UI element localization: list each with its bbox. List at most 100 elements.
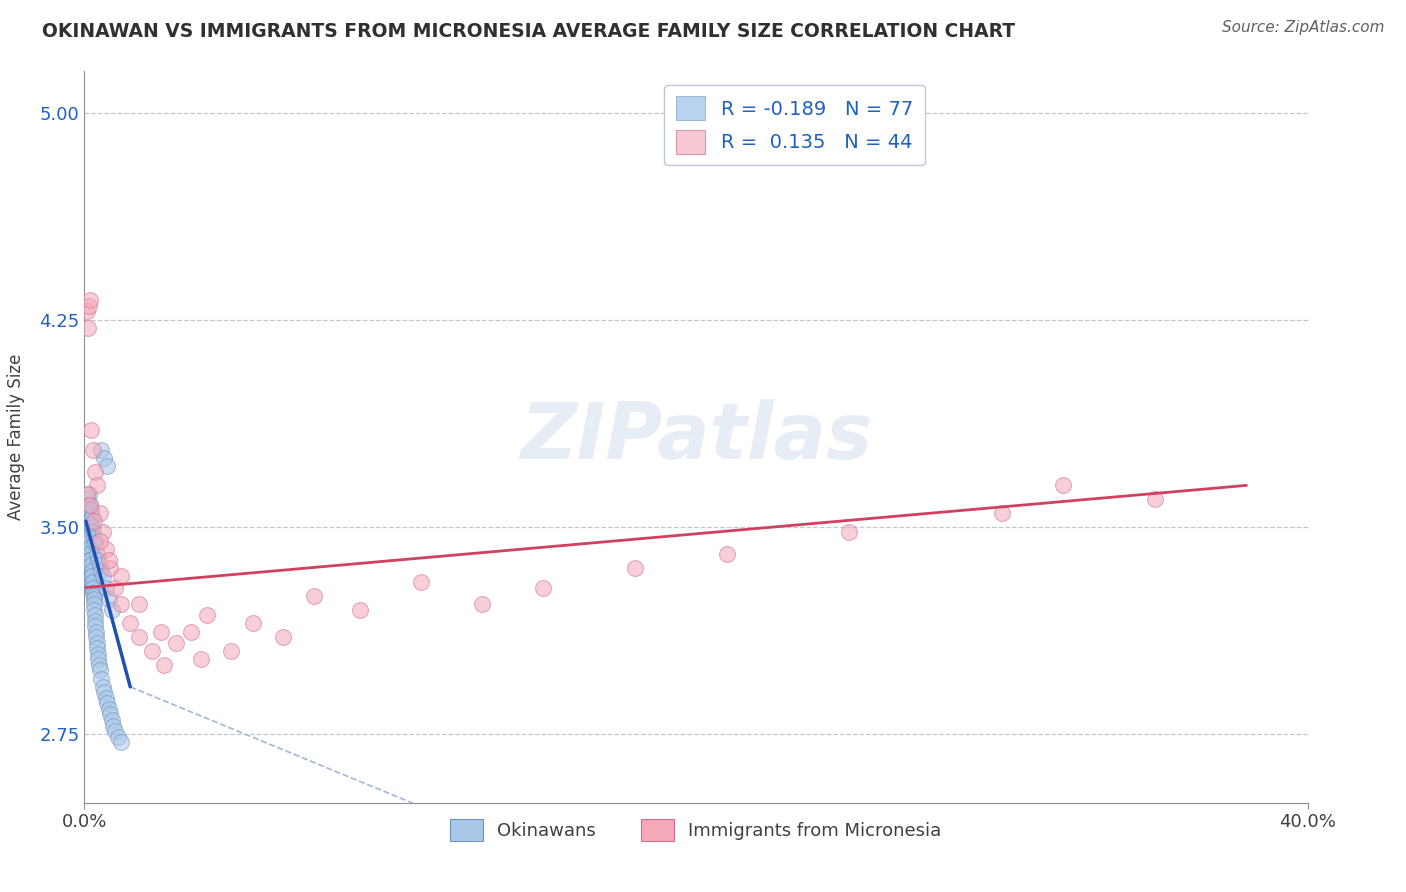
Okinawans bbox=[77, 486, 100, 500]
Immigrants from Micronesia bbox=[97, 553, 120, 567]
Okinawans bbox=[84, 536, 107, 550]
Okinawans bbox=[82, 586, 104, 600]
Immigrants from Micronesia bbox=[128, 630, 150, 644]
Y-axis label: Average Family Size: Average Family Size bbox=[7, 354, 25, 520]
Okinawans bbox=[90, 564, 112, 578]
Okinawans bbox=[82, 569, 104, 583]
Immigrants from Micronesia bbox=[82, 442, 104, 457]
Immigrants from Micronesia bbox=[531, 581, 554, 595]
Legend: Okinawans, Immigrants from Micronesia: Okinawans, Immigrants from Micronesia bbox=[443, 812, 949, 848]
Okinawans bbox=[96, 697, 118, 711]
Okinawans bbox=[75, 520, 97, 534]
Immigrants from Micronesia bbox=[1143, 492, 1166, 507]
Okinawans bbox=[77, 506, 100, 520]
Okinawans bbox=[82, 581, 104, 595]
Immigrants from Micronesia bbox=[624, 561, 647, 575]
Okinawans bbox=[110, 735, 132, 749]
Immigrants from Micronesia bbox=[86, 478, 108, 492]
Immigrants from Micronesia bbox=[409, 574, 432, 589]
Okinawans bbox=[76, 506, 98, 520]
Okinawans bbox=[103, 718, 125, 732]
Okinawans bbox=[97, 591, 120, 606]
Okinawans bbox=[76, 525, 98, 540]
Okinawans bbox=[86, 548, 108, 562]
Okinawans bbox=[101, 602, 124, 616]
Okinawans bbox=[87, 657, 110, 672]
Okinawans bbox=[83, 589, 105, 603]
Okinawans bbox=[89, 663, 111, 677]
Immigrants from Micronesia bbox=[104, 581, 127, 595]
Immigrants from Micronesia bbox=[83, 514, 105, 528]
Immigrants from Micronesia bbox=[76, 304, 98, 318]
Immigrants from Micronesia bbox=[77, 299, 100, 313]
Okinawans bbox=[80, 503, 103, 517]
Okinawans bbox=[97, 702, 120, 716]
Immigrants from Micronesia bbox=[349, 602, 371, 616]
Okinawans bbox=[104, 724, 127, 739]
Okinawans bbox=[91, 569, 114, 583]
Okinawans bbox=[76, 492, 98, 507]
Okinawans bbox=[107, 730, 129, 744]
Okinawans bbox=[77, 536, 100, 550]
Immigrants from Micronesia bbox=[89, 506, 111, 520]
Okinawans bbox=[86, 636, 108, 650]
Okinawans bbox=[77, 553, 100, 567]
Immigrants from Micronesia bbox=[153, 657, 176, 672]
Immigrants from Micronesia bbox=[84, 465, 107, 479]
Okinawans bbox=[83, 591, 105, 606]
Okinawans bbox=[80, 569, 103, 583]
Okinawans bbox=[77, 498, 100, 512]
Okinawans bbox=[75, 533, 97, 548]
Okinawans bbox=[98, 707, 121, 722]
Immigrants from Micronesia bbox=[76, 486, 98, 500]
Immigrants from Micronesia bbox=[165, 636, 187, 650]
Immigrants from Micronesia bbox=[79, 293, 101, 308]
Okinawans bbox=[94, 581, 117, 595]
Text: ZIPatlas: ZIPatlas bbox=[520, 399, 872, 475]
Immigrants from Micronesia bbox=[98, 561, 121, 575]
Immigrants from Micronesia bbox=[110, 597, 132, 611]
Okinawans bbox=[79, 514, 101, 528]
Immigrants from Micronesia bbox=[110, 569, 132, 583]
Okinawans bbox=[80, 558, 103, 573]
Immigrants from Micronesia bbox=[80, 423, 103, 437]
Okinawans bbox=[90, 672, 112, 686]
Immigrants from Micronesia bbox=[94, 541, 117, 556]
Okinawans bbox=[87, 647, 110, 661]
Okinawans bbox=[79, 564, 101, 578]
Okinawans bbox=[77, 553, 100, 567]
Okinawans bbox=[80, 564, 103, 578]
Immigrants from Micronesia bbox=[302, 589, 325, 603]
Okinawans bbox=[87, 553, 110, 567]
Okinawans bbox=[87, 652, 110, 666]
Okinawans bbox=[90, 442, 112, 457]
Okinawans bbox=[82, 574, 104, 589]
Okinawans bbox=[83, 602, 105, 616]
Immigrants from Micronesia bbox=[716, 548, 738, 562]
Text: OKINAWAN VS IMMIGRANTS FROM MICRONESIA AVERAGE FAMILY SIZE CORRELATION CHART: OKINAWAN VS IMMIGRANTS FROM MICRONESIA A… bbox=[42, 22, 1015, 41]
Okinawans bbox=[76, 548, 98, 562]
Immigrants from Micronesia bbox=[128, 597, 150, 611]
Okinawans bbox=[89, 558, 111, 573]
Immigrants from Micronesia bbox=[77, 321, 100, 335]
Okinawans bbox=[77, 541, 100, 556]
Okinawans bbox=[86, 641, 108, 656]
Immigrants from Micronesia bbox=[180, 624, 202, 639]
Okinawans bbox=[82, 508, 104, 523]
Okinawans bbox=[84, 630, 107, 644]
Okinawans bbox=[79, 553, 101, 567]
Okinawans bbox=[79, 548, 101, 562]
Okinawans bbox=[91, 680, 114, 694]
Okinawans bbox=[80, 574, 103, 589]
Okinawans bbox=[77, 531, 100, 545]
Okinawans bbox=[94, 690, 117, 705]
Immigrants from Micronesia bbox=[838, 525, 860, 540]
Immigrants from Micronesia bbox=[219, 644, 242, 658]
Okinawans bbox=[82, 525, 104, 540]
Okinawans bbox=[80, 581, 103, 595]
Okinawans bbox=[79, 553, 101, 567]
Okinawans bbox=[93, 685, 115, 699]
Immigrants from Micronesia bbox=[89, 533, 111, 548]
Okinawans bbox=[77, 561, 100, 575]
Immigrants from Micronesia bbox=[79, 498, 101, 512]
